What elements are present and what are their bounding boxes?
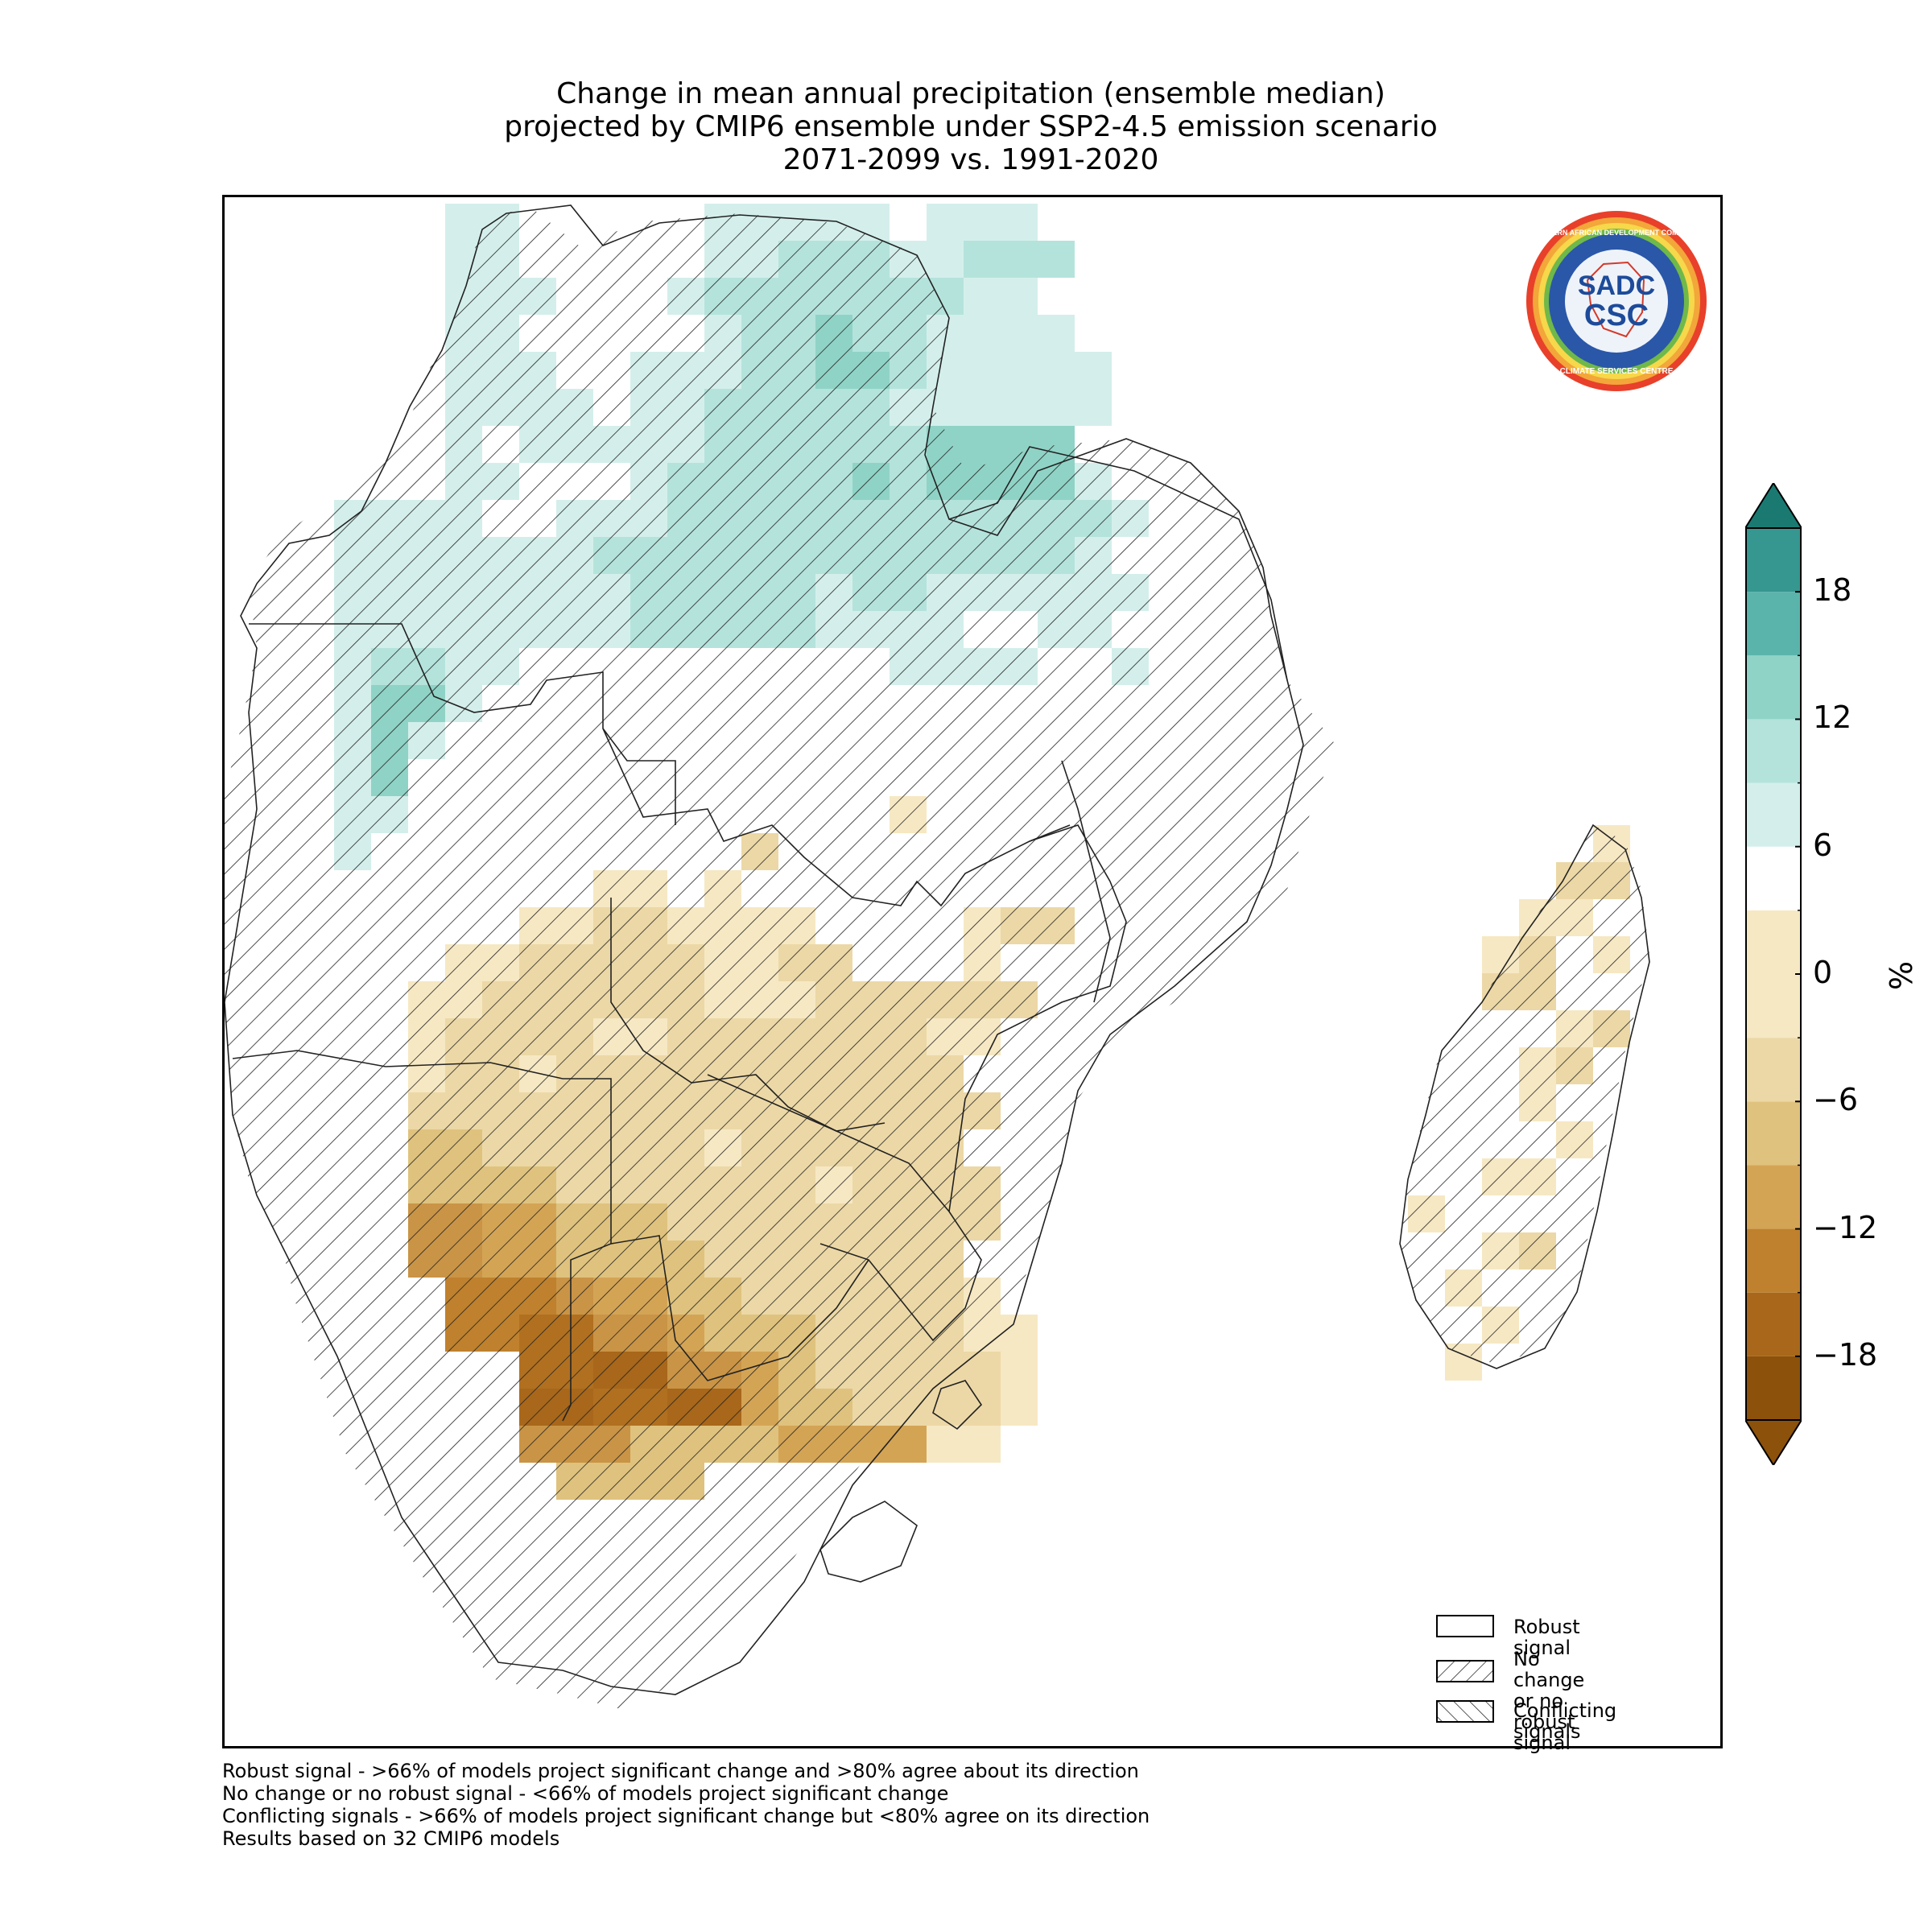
colorbar-segment [1745,782,1802,847]
grid-cell [1001,278,1038,315]
colorbar-unit-label: % [1884,960,1920,991]
title-line-3: 2071-2099 vs. 1991-2020 [782,143,1159,176]
legend-label-no-change: No change or no robust signal [1513,1648,1585,1754]
colorbar-tick-label: −18 [1813,1336,1878,1373]
legend-label-robust: Robust signal [1513,1616,1580,1659]
grid-cell [964,426,1001,463]
colorbar [1745,483,1802,1465]
grid-cell [1001,241,1038,278]
grid-cell [927,204,964,241]
logo-ring-bottom-text: CLIMATE SERVICES CENTRE [1560,367,1674,376]
border-tanzania [948,446,1288,681]
colorbar-segment [1745,655,1802,720]
border-angola-drc [249,623,676,825]
grid-cell [1001,315,1038,352]
legend-swatch-robust [1436,1615,1494,1637]
grid-cell [927,241,964,278]
colorbar-segment [1745,1356,1802,1420]
country-borders [225,204,1304,1695]
border-eswatini [932,1380,983,1430]
colorbar-tick-label: 12 [1813,700,1852,736]
grid-cell [1001,352,1038,389]
colorbar-tick-label: 6 [1813,827,1833,863]
grid-cell [445,204,482,241]
colorbar-segment [1745,592,1802,656]
coastline-madagascar [1399,824,1650,1369]
grid-cell [964,1426,1001,1463]
legend-swatch-no-change [1436,1660,1494,1682]
logo-csc-text: CSC [1584,299,1649,332]
footnote-robust: Robust signal - >66% of models project s… [222,1760,1139,1782]
grid-cell [1038,389,1075,426]
grid-cell [1001,204,1038,241]
map-panel [222,195,1723,1748]
grid-cell [927,1389,964,1426]
footnote-no-change: No change or no robust signal - <66% of … [222,1782,949,1805]
border-angola-south [232,1050,564,1080]
map-canvas [225,204,1650,1711]
grid-cell [964,1389,1001,1426]
border-namibia-botswana [562,1078,612,1422]
colorbar-segment [1745,1228,1802,1293]
colorbar-tick-label: −12 [1813,1209,1878,1245]
grid-cell [1001,1352,1038,1389]
colorbar-tick-label: −6 [1813,1082,1859,1118]
grid-cell [964,278,1001,315]
title-line-1: Change in mean annual precipitation (ens… [556,77,1385,110]
grid-cell [1038,315,1075,352]
grid-cell [1038,241,1075,278]
grid-cell [964,204,1001,241]
border-lesotho [819,1501,918,1583]
grid-cell [890,1426,927,1463]
colorbar-extend-min [1745,1419,1802,1465]
logo-sadc-text: SADC [1578,270,1655,301]
legend-swatch-conflicting [1436,1700,1494,1723]
border-zimbabwe [707,1074,982,1342]
logo-ring-top-text: SOUTHERN AFRICAN DEVELOPMENT COMMUNITY [1527,229,1706,237]
grid-cell [1038,352,1075,389]
grid-cell [1075,352,1112,389]
title-line-2: projected by CMIP6 ensemble under SSP2-4… [504,110,1438,143]
grid-cell [964,352,1001,389]
colorbar-segment [1745,1101,1802,1166]
colorbar-extend-max [1745,483,1802,529]
footnote-models: Results based on 32 CMIP6 models [222,1827,560,1850]
grid-cell [964,389,1001,426]
colorbar-segment [1745,846,1802,910]
legend-label-conflicting: Conflicting signals [1513,1699,1617,1743]
colorbar-segment [1745,1292,1802,1356]
grid-cell [964,315,1001,352]
chart-title: Change in mean annual precipitation (ens… [222,77,1719,176]
border-mozambique [948,824,1127,1212]
border-malawi [1061,760,1111,1003]
colorbar-segment [1745,528,1802,592]
grid-cell [1001,1315,1038,1352]
footnotes: Robust signal - >66% of models project s… [222,1760,1150,1850]
colorbar-segment [1745,1038,1802,1102]
footnote-conflicting: Conflicting signals - >66% of models pro… [222,1805,1150,1827]
grid-cell [1001,389,1038,426]
colorbar-tick-label: 0 [1813,955,1833,990]
colorbar-tick-label: 18 [1813,572,1852,609]
grid-cell [1001,1389,1038,1426]
grid-cell [1075,389,1112,426]
grid-cell [964,241,1001,278]
sadc-csc-logo: SADC CSC SOUTHERN AFRICAN DEVELOPMENT CO… [1523,208,1710,394]
border-botswana-sa [610,1235,869,1381]
colorbar-segment [1745,1165,1802,1229]
colorbar-segment [1745,719,1802,783]
grid-cell [964,1352,1001,1389]
grid-cell [927,1426,964,1463]
colorbar-segment [1745,910,1802,1038]
border-zambia [602,728,1071,907]
